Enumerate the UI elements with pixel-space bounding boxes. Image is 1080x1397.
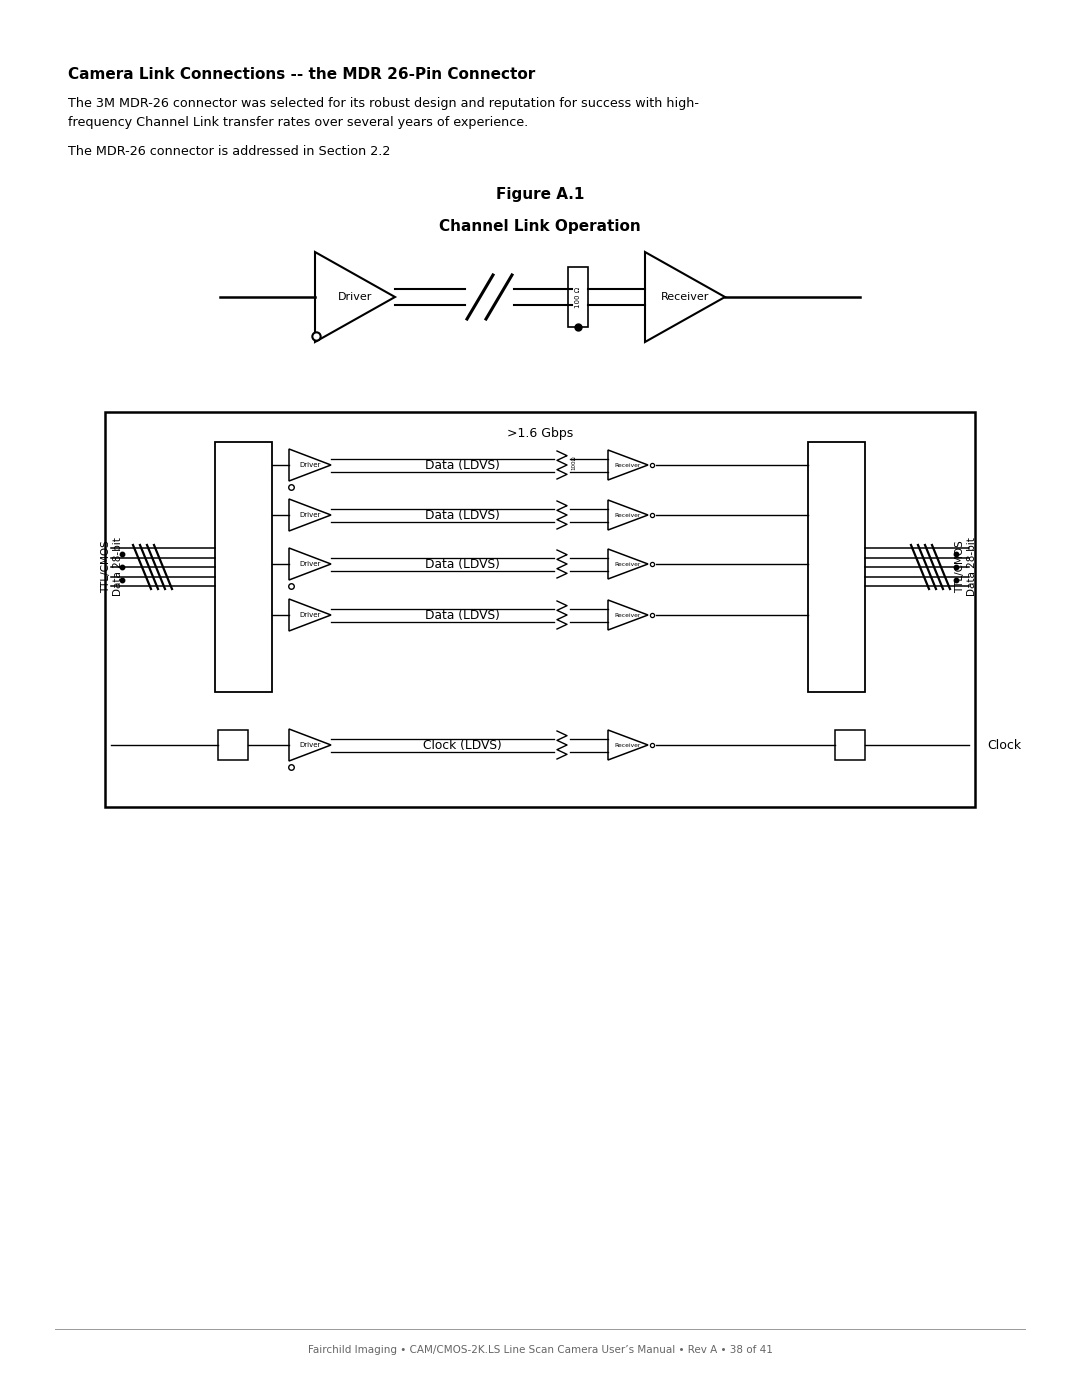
Bar <box>808 441 865 692</box>
Text: Driver: Driver <box>299 742 321 747</box>
Polygon shape <box>608 500 648 529</box>
Bar <box>568 267 588 327</box>
Text: Receiver: Receiver <box>615 562 642 567</box>
Text: 100 Ω: 100 Ω <box>575 286 581 307</box>
Polygon shape <box>608 731 648 760</box>
Text: Fairchild Imaging • CAM/CMOS-2K.LS Line Scan Camera User’s Manual • Rev A • 38 o: Fairchild Imaging • CAM/CMOS-2K.LS Line … <box>308 1345 772 1355</box>
Bar <box>835 731 865 760</box>
Text: Receiver: Receiver <box>615 742 642 747</box>
Polygon shape <box>608 599 648 630</box>
Text: Camera Link Connections -- the MDR 26-Pin Connector: Camera Link Connections -- the MDR 26-Pi… <box>68 67 536 82</box>
Polygon shape <box>289 499 330 531</box>
Text: Receiver: Receiver <box>615 513 642 517</box>
Polygon shape <box>645 251 725 342</box>
Text: >1.6 Gbps: >1.6 Gbps <box>507 427 573 440</box>
Text: The MDR-26 connector is addressed in Section 2.2: The MDR-26 connector is addressed in Sec… <box>68 145 390 158</box>
Bar <box>218 731 248 760</box>
Text: Driver: Driver <box>299 612 321 617</box>
Polygon shape <box>608 549 648 578</box>
Text: Driver: Driver <box>299 562 321 567</box>
Text: TTL/CMOS
Data 28-bit: TTL/CMOS Data 28-bit <box>100 538 123 597</box>
Text: Driver: Driver <box>299 462 321 468</box>
Bar <box>215 441 272 692</box>
Bar <box>105 412 975 807</box>
Text: Data (LDVS): Data (LDVS) <box>424 609 499 622</box>
Text: Data (LDVS): Data (LDVS) <box>424 557 499 570</box>
Polygon shape <box>289 729 330 761</box>
Text: Receiver: Receiver <box>615 612 642 617</box>
Text: Data (LDVS): Data (LDVS) <box>424 509 499 521</box>
Text: 100Ω: 100Ω <box>571 455 576 471</box>
Text: The 3M MDR-26 connector was selected for its robust design and reputation for su: The 3M MDR-26 connector was selected for… <box>68 96 699 129</box>
Polygon shape <box>289 548 330 580</box>
Text: Figure A.1: Figure A.1 <box>496 187 584 203</box>
Text: Channel Link Operation: Channel Link Operation <box>440 219 640 235</box>
Text: Receiver: Receiver <box>661 292 710 302</box>
Text: Clock (LDVS): Clock (LDVS) <box>422 739 501 752</box>
Text: Driver: Driver <box>299 511 321 518</box>
Text: Driver: Driver <box>338 292 373 302</box>
Polygon shape <box>608 450 648 481</box>
Polygon shape <box>289 599 330 631</box>
Text: TTL/CMOS
Data 28-bit: TTL/CMOS Data 28-bit <box>955 538 977 597</box>
Text: Data (LDVS): Data (LDVS) <box>424 458 499 472</box>
Text: Clock: Clock <box>987 739 1021 752</box>
Text: Receiver: Receiver <box>615 462 642 468</box>
Polygon shape <box>315 251 395 342</box>
Polygon shape <box>289 448 330 481</box>
